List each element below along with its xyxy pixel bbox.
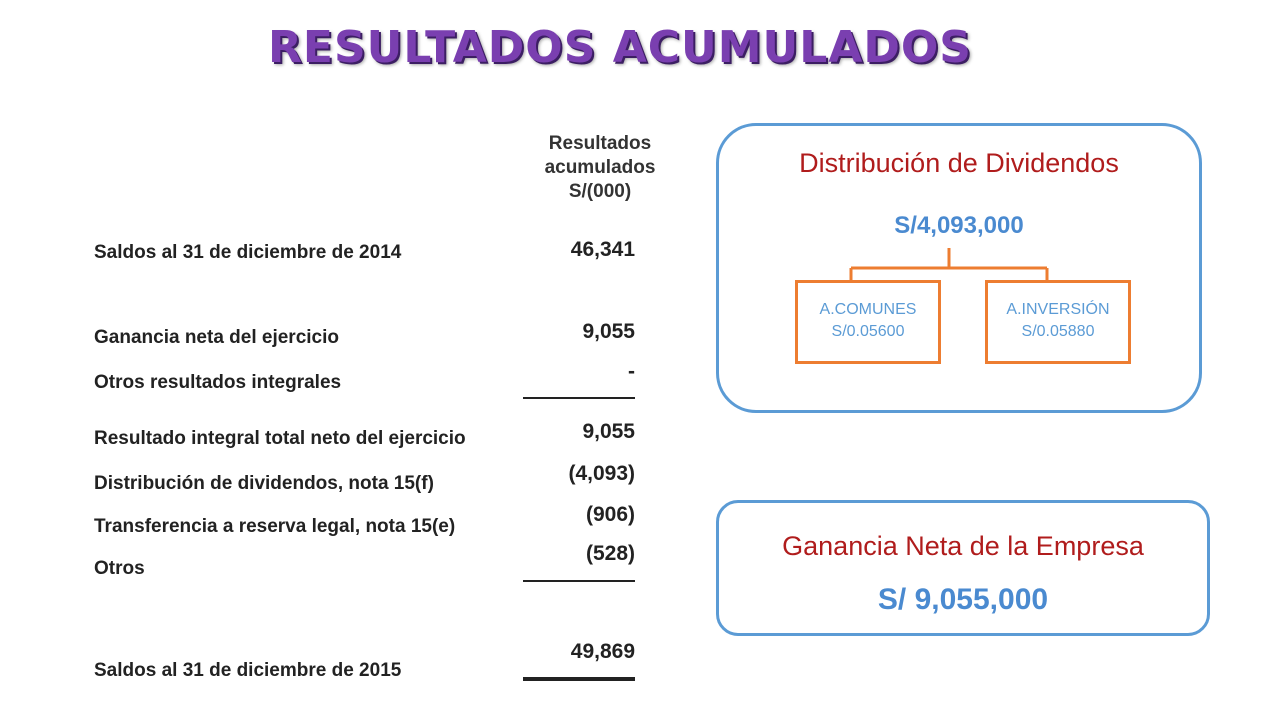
column-header-line: acumulados [544,157,656,178]
share-box-inversion: A.INVERSIÓN S/0.05880 [985,280,1131,364]
column-header-line: S/(000) [568,181,632,202]
net-income-box: Ganancia Neta de la Empresa S/ 9,055,000 [716,500,1210,636]
total-rule [523,677,635,681]
share-box-comunes: A.COMUNES S/0.05600 [795,280,941,364]
column-header-line: Resultados [548,133,652,154]
dividends-box: Distribución de Dividendos S/4,093,000 A… [716,123,1202,413]
subtotal-rule [523,580,635,582]
row-value: 9,055 [582,320,635,343]
row-label: Saldos al 31 de diciembre de 2014 [94,242,402,263]
subtotal-rule [523,397,635,399]
dividends-title: Distribución de Dividendos [799,148,1119,178]
share-name: A.INVERSIÓN [1006,301,1110,318]
share-name: A.COMUNES [819,301,917,318]
row-label: Ganancia neta del ejercicio [94,327,339,348]
share-amount: S/0.05600 [831,323,905,340]
net-income-title: Ganancia Neta de la Empresa [782,531,1144,561]
row-value: (528) [585,542,635,565]
row-label: Otros [94,558,145,579]
column-header: Resultados acumulados S/(000) [520,132,680,204]
net-income-amount: S/ 9,055,000 [877,583,1049,616]
row-label: Resultado integral total neto del ejerci… [94,428,466,449]
row-value: (906) [585,503,635,526]
row-label: Distribución de dividendos, nota 15(f) [94,473,434,494]
row-value: 9,055 [582,420,635,443]
slide-title: RESULTADOS ACUMULADOS [268,22,972,73]
row-label: Otros resultados integrales [94,372,342,393]
row-value: 49,869 [570,640,635,663]
dividends-tree-connector [849,248,1049,280]
dividends-total: S/4,093,000 [894,212,1024,239]
share-amount: S/0.05880 [1021,323,1095,340]
row-label: Transferencia a reserva legal, nota 15(e… [94,516,456,537]
row-value: (4,093) [568,462,635,485]
row-value: - [628,360,635,383]
row-value: 46,341 [570,238,635,261]
row-label: Saldos al 31 de diciembre de 2015 [94,660,402,681]
